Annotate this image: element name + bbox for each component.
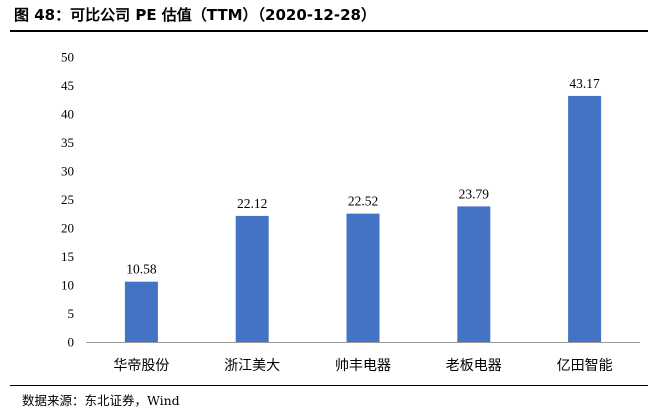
footer-rule (10, 385, 648, 386)
y-tick-label: 25 (61, 192, 74, 207)
data-label: 22.52 (348, 194, 378, 209)
bar-chart: 0 5 10 15 20 25 30 35 40 45 50 10.58 华帝股份 22.12 浙江美大 22… (61, 50, 640, 374)
y-tick-label: 45 (61, 78, 74, 93)
y-tick-label: 5 (68, 306, 75, 321)
bar (568, 95, 602, 342)
y-tick-label: 30 (61, 164, 74, 179)
bar (457, 206, 491, 342)
title-rule (10, 30, 648, 32)
y-tick-label: 10 (61, 278, 74, 293)
y-tick-label: 15 (61, 249, 74, 264)
figure-title: 图 48：可比公司 PE 估值（TTM）（2020-12-28） (14, 6, 376, 24)
data-label: 43.17 (569, 76, 600, 91)
data-label: 23.79 (459, 186, 490, 201)
bar (124, 281, 158, 342)
y-tick-label: 35 (61, 135, 74, 150)
y-tick-label: 0 (68, 335, 75, 350)
category-label: 华帝股份 (113, 358, 169, 374)
y-tick-label: 40 (61, 107, 74, 122)
y-tick-label: 50 (61, 50, 74, 65)
bar (346, 213, 380, 342)
bar (235, 215, 269, 342)
data-label: 10.58 (126, 262, 157, 277)
category-label: 帅丰电器 (335, 358, 391, 374)
y-tick-label: 20 (61, 221, 74, 236)
category-label: 浙江美大 (224, 358, 280, 374)
data-label: 22.12 (237, 196, 267, 211)
category-label: 老板电器 (446, 358, 502, 374)
category-label: 亿田智能 (557, 358, 613, 374)
source-note: 数据来源：东北证券，Wind (22, 393, 180, 408)
